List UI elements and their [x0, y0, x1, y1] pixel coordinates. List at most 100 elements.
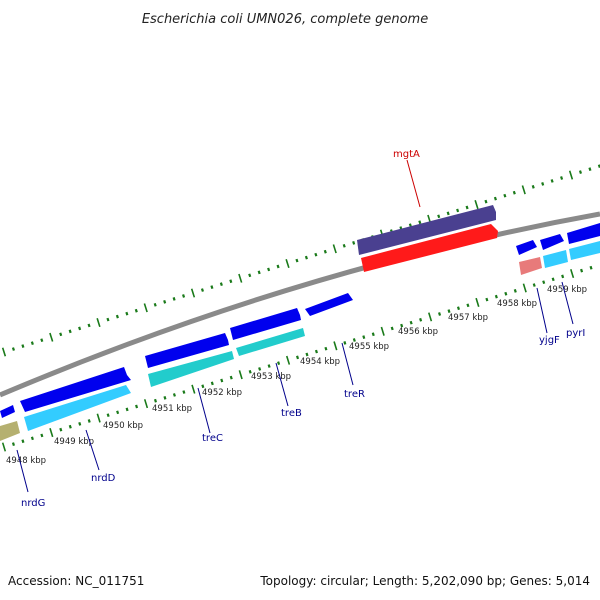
minor-tick [182, 294, 186, 298]
minor-tick [106, 413, 110, 418]
minor-tick [30, 341, 34, 346]
minor-tick [87, 323, 91, 328]
callout-line [16, 449, 29, 493]
minor-tick [437, 214, 441, 219]
cds-arrow-pink [519, 257, 542, 275]
minor-tick [248, 369, 252, 374]
minor-tick [494, 294, 498, 299]
callout-line [561, 281, 574, 325]
callout-line [406, 159, 421, 208]
major-tick [143, 303, 148, 313]
minor-tick [21, 344, 25, 348]
cds-arrow-teal [236, 328, 305, 356]
rna-feature-purple [357, 205, 496, 255]
cds-arrow-dark [145, 333, 229, 368]
minor-tick [362, 335, 366, 339]
minor-tick [21, 439, 25, 444]
minor-tick [134, 308, 138, 313]
minor-tick [219, 282, 223, 287]
minor-tick [314, 349, 318, 354]
pseudo-feature-olive [0, 421, 20, 441]
map-title: Escherichia coli UMN026, complete genome [142, 12, 428, 27]
minor-tick [314, 252, 318, 257]
minor-tick [59, 332, 63, 337]
minor-tick [229, 279, 233, 284]
minor-tick [418, 220, 422, 225]
minor-tick [541, 182, 545, 186]
cds-arrow-dark [516, 240, 537, 255]
minor-tick [343, 341, 347, 345]
minor-tick [456, 208, 460, 213]
cds-arrow-light [543, 250, 568, 268]
cds-arrow-dark [567, 223, 600, 244]
minor-tick [163, 300, 167, 304]
minor-tick [485, 297, 489, 302]
minor-tick [78, 422, 82, 426]
minor-tick [296, 355, 300, 360]
major-tick [49, 428, 54, 438]
kbp-label: 4954 kbp [300, 357, 340, 367]
minor-tick [11, 347, 15, 351]
minor-tick [560, 176, 564, 180]
minor-tick [248, 273, 252, 278]
minor-tick [59, 427, 63, 432]
major-tick [332, 244, 337, 254]
minor-tick [504, 291, 508, 296]
outer-tick-row [1, 164, 600, 357]
callout-line [85, 429, 100, 471]
minor-tick [153, 302, 157, 307]
minor-tick [550, 179, 554, 183]
kbp-label: 4959 kbp [547, 285, 587, 295]
major-tick [285, 355, 291, 365]
kbp-label: 4950 kbp [103, 421, 143, 431]
gene-label-pyri: pyrI [566, 328, 585, 339]
minor-tick [172, 297, 176, 301]
kbp-label: 4952 kbp [202, 388, 242, 398]
minor-tick [484, 199, 488, 204]
minor-tick [135, 404, 139, 409]
minor-tick [200, 288, 204, 292]
minor-tick [304, 255, 308, 260]
accession-text: Accession: NC_011751 [8, 574, 144, 588]
minor-tick [532, 283, 536, 287]
kbp-label: 4958 kbp [497, 299, 537, 309]
minor-tick [201, 384, 205, 389]
major-tick [96, 413, 101, 423]
callout-line [341, 342, 354, 386]
minor-tick [40, 433, 44, 438]
gene-label-trer: treR [344, 389, 365, 400]
minor-tick [277, 361, 281, 366]
major-tick [380, 326, 385, 336]
gene-label-yjgf: yjgF [539, 335, 560, 346]
major-tick [570, 268, 575, 279]
minor-tick [267, 267, 271, 272]
minor-tick [561, 274, 565, 279]
major-tick [568, 170, 574, 180]
minor-tick [323, 249, 327, 254]
gene-label-treb: treB [281, 408, 302, 419]
minor-tick [125, 407, 129, 412]
minor-tick [106, 317, 110, 322]
major-tick [427, 312, 433, 322]
gene-label-mgta: mgtA [393, 149, 420, 160]
highlight-arrow-red [361, 224, 498, 272]
cds-arrow-light [569, 241, 600, 260]
major-tick [522, 283, 527, 293]
minor-tick [68, 424, 72, 429]
minor-tick [438, 312, 442, 316]
cds-arrow-dark [230, 308, 301, 340]
minor-tick [551, 277, 555, 282]
minor-tick [305, 352, 309, 357]
gene-label-trec: treC [202, 433, 223, 444]
major-tick [1, 347, 7, 357]
minor-tick [419, 317, 423, 322]
minor-tick [542, 280, 546, 285]
kbp-label: 4951 kbp [152, 404, 192, 414]
major-tick [96, 317, 101, 328]
minor-tick [342, 243, 346, 248]
cds-arrow-light [24, 385, 131, 431]
cds-arrow-dark [0, 405, 15, 418]
major-tick [190, 288, 196, 298]
major-tick [474, 200, 479, 210]
major-tick [475, 297, 480, 307]
